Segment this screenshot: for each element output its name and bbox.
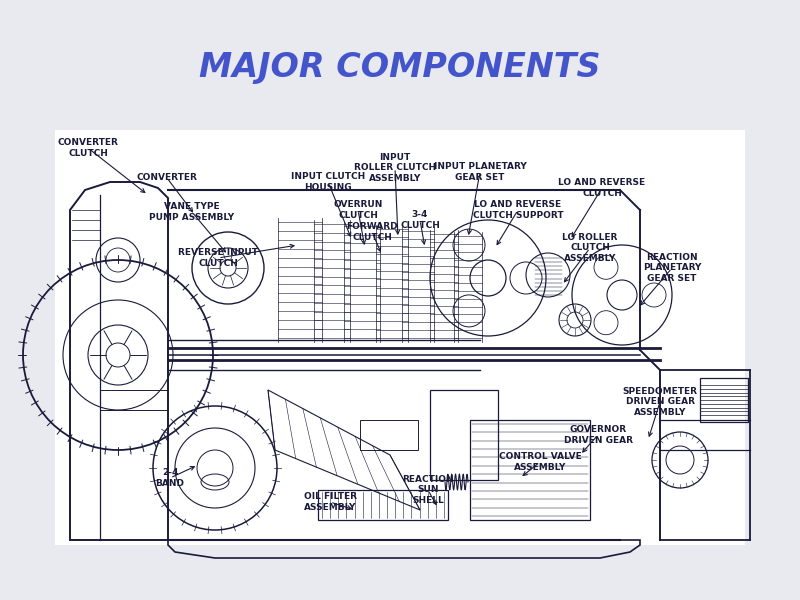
Text: INPUT PLANETARY
GEAR SET: INPUT PLANETARY GEAR SET (434, 162, 526, 182)
Text: VANE TYPE
PUMP ASSEMBLY: VANE TYPE PUMP ASSEMBLY (150, 202, 234, 221)
Text: REVERSE INPUT
CLUTCH: REVERSE INPUT CLUTCH (178, 248, 258, 268)
Text: SPEEDOMETER
DRIVEN GEAR
ASSEMBLY: SPEEDOMETER DRIVEN GEAR ASSEMBLY (622, 387, 698, 417)
Text: 2-4
BAND: 2-4 BAND (155, 468, 185, 488)
Text: INPUT
ROLLER CLUTCH
ASSEMBLY: INPUT ROLLER CLUTCH ASSEMBLY (354, 153, 436, 183)
Text: 3-4
CLUTCH: 3-4 CLUTCH (400, 210, 440, 230)
Text: LO AND REVERSE
CLUTCH: LO AND REVERSE CLUTCH (558, 178, 646, 197)
Text: REACTION
PLANETARY
GEAR SET: REACTION PLANETARY GEAR SET (643, 253, 701, 283)
Text: GOVERNOR
DRIVEN GEAR: GOVERNOR DRIVEN GEAR (563, 425, 633, 445)
Text: INPUT CLUTCH
HOUSING: INPUT CLUTCH HOUSING (291, 172, 365, 191)
Text: REACTION
SUN
SHELL: REACTION SUN SHELL (402, 475, 454, 505)
Text: CONVERTER
CLUTCH: CONVERTER CLUTCH (58, 138, 118, 158)
Text: OIL FILTER
ASSEMBLY: OIL FILTER ASSEMBLY (303, 492, 357, 512)
Text: CONTROL VALVE
ASSEMBLY: CONTROL VALVE ASSEMBLY (498, 452, 582, 472)
Text: CONVERTER: CONVERTER (137, 173, 198, 182)
Text: OVERRUN
CLUTCH: OVERRUN CLUTCH (334, 200, 382, 220)
Text: FORWARD
CLUTCH: FORWARD CLUTCH (346, 222, 398, 242)
Text: MAJOR COMPONENTS: MAJOR COMPONENTS (199, 52, 601, 85)
FancyBboxPatch shape (55, 130, 745, 545)
Text: LO AND REVERSE
CLUTCH SUPPORT: LO AND REVERSE CLUTCH SUPPORT (473, 200, 563, 220)
Text: LO ROLLER
CLUTCH
ASSEMBLY: LO ROLLER CLUTCH ASSEMBLY (562, 233, 618, 263)
